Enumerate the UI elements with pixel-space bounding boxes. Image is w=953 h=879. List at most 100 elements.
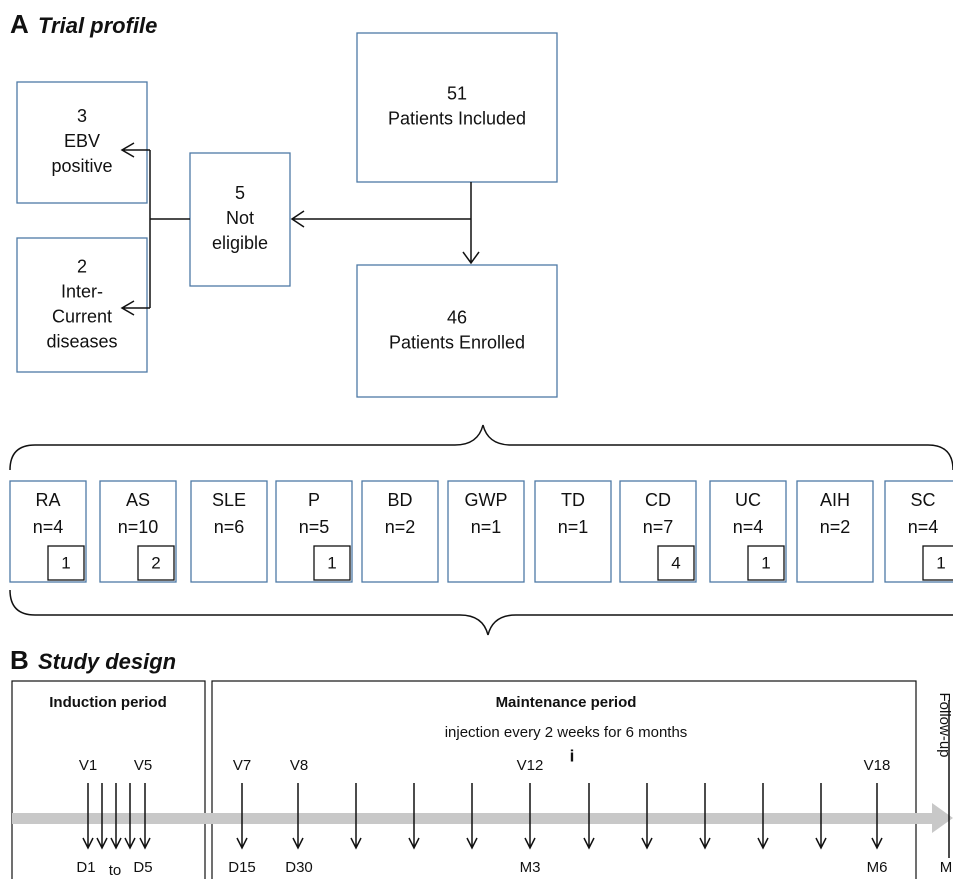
visit-arrow (350, 783, 362, 850)
group-name: SLE (212, 490, 246, 510)
group-box (619, 480, 697, 583)
box-text: 3 (77, 106, 87, 126)
group-box (884, 480, 953, 583)
group-name: UC (735, 490, 761, 510)
box (356, 264, 558, 398)
group-box (275, 480, 353, 583)
group-box (534, 480, 612, 583)
visit-arrow (96, 783, 108, 850)
visit-arrow (699, 783, 711, 850)
visit-arrow (757, 783, 769, 850)
time-label: D1 (76, 859, 95, 876)
period-title: Induction period (49, 694, 167, 711)
box (16, 237, 148, 373)
visit-label: V12 (517, 757, 544, 774)
box-text: diseases (46, 331, 117, 351)
visit-label: V8 (290, 757, 308, 774)
box-text: Not (226, 208, 254, 228)
group-box (190, 480, 268, 583)
box-text: Current (52, 306, 112, 326)
sub-count: 4 (671, 553, 680, 572)
box-text: Inter- (61, 281, 103, 301)
group-name: P (308, 490, 320, 510)
time-label: D5 (133, 859, 152, 876)
timeline-head (932, 803, 953, 833)
sub-box (137, 545, 175, 581)
time-label: D15 (228, 859, 256, 876)
box-text: Patients Included (388, 108, 526, 128)
connectors (9, 142, 953, 636)
group-name: AS (126, 490, 150, 510)
group-name: RA (35, 490, 60, 510)
sub-box (657, 545, 695, 581)
note: injection every 2 weeks for 6 months (445, 724, 688, 741)
sub-box (313, 545, 351, 581)
period-title: Maintenance period (496, 694, 637, 711)
group-n: n=4 (733, 517, 764, 537)
group-n: n=1 (558, 517, 589, 537)
box-text: Patients Enrolled (389, 332, 525, 352)
visit-arrow (583, 783, 595, 850)
marker: i (570, 746, 575, 765)
period-box (11, 680, 206, 879)
visit-arrow (292, 783, 304, 850)
group-name: AIH (820, 490, 850, 510)
group-name: CD (645, 490, 671, 510)
visit-arrow (110, 783, 122, 850)
box-text: 51 (447, 83, 467, 103)
group-name: SC (910, 490, 935, 510)
box-text: 46 (447, 307, 467, 327)
sub-count: 1 (761, 553, 770, 572)
visit-arrow (408, 783, 420, 850)
panel-title: Study design (38, 649, 176, 674)
visit-arrow (82, 783, 94, 850)
visit-arrow (139, 783, 151, 850)
group-box (709, 480, 787, 583)
timeline (12, 813, 934, 824)
panel-title: Trial profile (38, 13, 157, 38)
visit-label: V7 (233, 757, 251, 774)
group-box (99, 480, 177, 583)
group-n: n=7 (643, 517, 674, 537)
visit-arrow (466, 783, 478, 850)
group-box (796, 480, 874, 583)
group-n: n=1 (471, 517, 502, 537)
visit-label: V1 (79, 757, 97, 774)
box (16, 81, 148, 204)
group-name: TD (561, 490, 585, 510)
box-text: eligible (212, 233, 268, 253)
visit-label: V5 (134, 757, 152, 774)
box-text: 2 (77, 256, 87, 276)
box-text: EBV (64, 131, 100, 151)
group-box (447, 480, 525, 583)
visit-arrow (236, 783, 248, 850)
time-label: M (940, 859, 953, 876)
group-name: GWP (465, 490, 508, 510)
sub-box (922, 545, 953, 581)
group-n: n=4 (33, 517, 64, 537)
time-label: to (109, 862, 122, 879)
sub-box (747, 545, 785, 581)
visit-label: V18 (864, 757, 891, 774)
visit-arrow (871, 783, 883, 850)
group-n: n=5 (299, 517, 330, 537)
visit-arrow (124, 783, 136, 850)
group-box (361, 480, 439, 583)
sub-box (47, 545, 85, 581)
panel-label: B (10, 645, 29, 675)
visit-arrow (815, 783, 827, 850)
visit-arrow (524, 783, 536, 850)
group-n: n=2 (820, 517, 851, 537)
group-name: BD (387, 490, 412, 510)
group-n: n=10 (118, 517, 159, 537)
time-label: M3 (520, 859, 541, 876)
group-n: n=4 (908, 517, 939, 537)
group-n: n=2 (385, 517, 416, 537)
period-box (211, 680, 917, 879)
sub-count: 1 (936, 553, 945, 572)
box (356, 32, 558, 183)
sub-count: 2 (151, 553, 160, 572)
sub-count: 1 (327, 553, 336, 572)
time-label: D30 (285, 859, 313, 876)
